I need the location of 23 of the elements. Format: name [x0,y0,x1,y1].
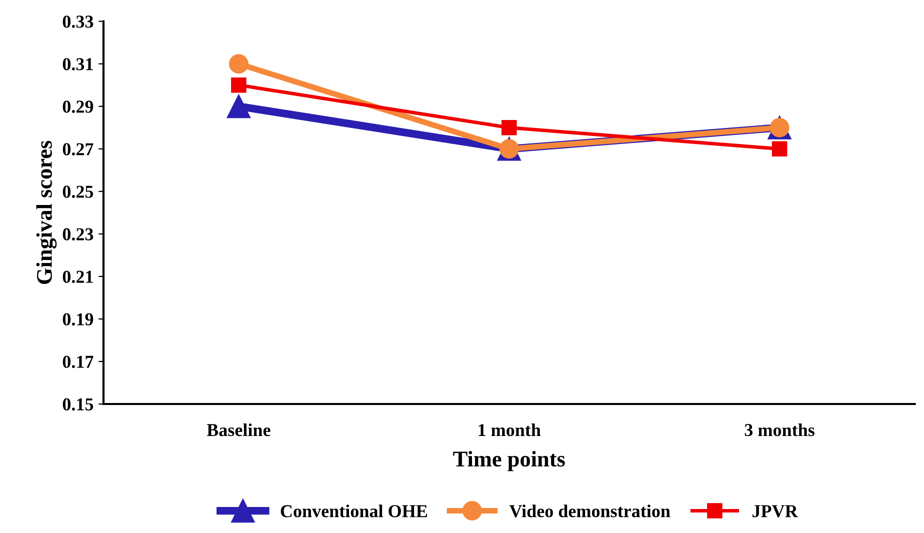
y-axis-title: Gingival scores [36,140,57,284]
y-tick-label: 0.19 [62,313,94,326]
legend-label: Video demonstration [509,504,670,518]
point [231,77,246,93]
y-tick-label: 0.23 [62,228,94,240]
y-tick-label: 0.25 [62,186,94,198]
x-axis-title: Time points [453,450,565,472]
point [228,54,248,74]
y-tick-label: 0.33 [62,16,94,28]
legend-label: Conventional OHE [280,504,428,518]
y-tick-label: 0.17 [62,356,94,368]
legend-label: JPVR [752,505,798,518]
point [772,141,788,157]
y-tick-label: 0.15 [62,398,94,411]
x-tick-label: 3 months [744,423,814,436]
x-tick-label: 1 month [478,423,541,436]
point [226,94,251,118]
point [501,120,517,136]
y-tick-label: 0.21 [62,270,93,283]
y-tick-label: 0.31 [62,58,93,70]
y-tick-label: 0.29 [62,100,94,113]
y-tick-label: 0.27 [62,143,94,156]
x-tick-label: Baseline [206,423,270,436]
